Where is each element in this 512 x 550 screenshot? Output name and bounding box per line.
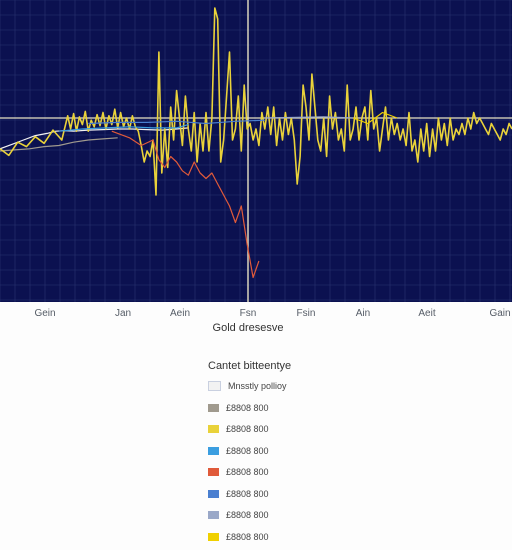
series-line-0 [0,127,189,150]
series-line-1 [0,137,118,152]
series-line-2 [0,7,512,196]
legend-entry: £8808 800 [208,400,358,416]
legend-swatch [208,511,219,519]
legend-swatch [208,403,219,412]
x-tick-label: Jan [115,308,131,319]
x-tick-label: Ain [356,308,370,319]
x-tick-label: Aein [170,308,190,319]
legend: Cantet bitteentye Mnsstly pollioy £8808 8… [208,360,358,550]
legend-entry: £8808 800 [208,443,358,459]
legend-label: Mnsstly pollioy [228,381,287,391]
series-line-4 [111,130,260,279]
plot-background [0,0,512,302]
legend-label: £8808 800 [226,488,269,499]
legend-entry: £8808 800 [208,507,358,523]
legend-swatch [208,532,219,541]
legend-swatch [208,468,219,476]
legend-entry: £8808 800 [208,421,358,437]
legend-entry: £8808 800 [208,486,358,502]
legend-swatch [208,446,219,455]
series-line-3 [58,124,189,132]
legend-entry: £8808 800 [208,529,358,545]
chart: Gein Jan Aein Fsn Fsin Ain Aeit Gain Gold drese… [0,0,512,334]
legend-swatch [208,425,219,433]
legend-label: £8808 800 [226,445,269,456]
series-group [0,7,512,279]
x-tick-label: Gain [489,308,510,319]
legend-label: £8808 800 [226,424,269,434]
x-tick-label: Fsn [240,308,257,319]
x-tick-labels: Gein Jan Aein Fsn Fsin Ain Aeit Gain [34,308,510,319]
legend-title: Cantet bitteentye [208,360,292,372]
x-tick-label: Gein [34,308,55,319]
chart-title: Gold dresesve [213,322,284,334]
legend-entries: Mnsstly pollioy £8808 800 £8808 800 £8808 8… [208,378,358,545]
legend-entry: £8808 800 [208,464,358,480]
legend-entry: Mnsstly pollioy [208,378,358,394]
grid [0,0,512,302]
series-line-5 [88,119,265,125]
legend-label: £8808 800 [226,467,269,477]
legend-label: £8808 800 [226,402,269,413]
legend-swatch [208,381,221,391]
legend-label: £8808 800 [226,531,269,542]
series-line-6 [264,116,354,119]
x-tick-label: Aeit [418,308,435,319]
legend-swatch [208,489,219,498]
x-tick-label: Fsin [297,308,316,319]
series-line-7 [352,111,398,125]
